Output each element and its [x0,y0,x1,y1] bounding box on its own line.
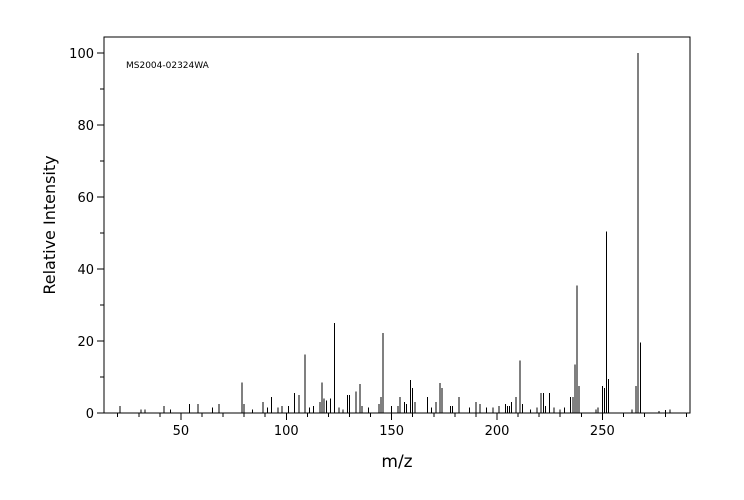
plot-frame [103,36,691,414]
y-tick-label: 80 [77,119,94,134]
x-tick-label: 100 [274,424,299,439]
y-tick-label: 20 [77,335,94,350]
x-tick-label: 250 [590,424,615,439]
y-axis-label: Relative Intensity [40,155,59,294]
y-tick-label: 0 [86,407,94,422]
annotation: MS2004-02324WA [126,61,210,71]
x-tick-label: 200 [485,424,510,439]
x-tick-label: 50 [173,424,190,439]
y-tick-label: 60 [77,191,94,206]
x-axis-label: m/z [381,452,412,472]
x-tick-label: 150 [379,424,404,439]
y-tick-label: 40 [77,263,94,278]
y-tick-label: 100 [69,47,94,62]
